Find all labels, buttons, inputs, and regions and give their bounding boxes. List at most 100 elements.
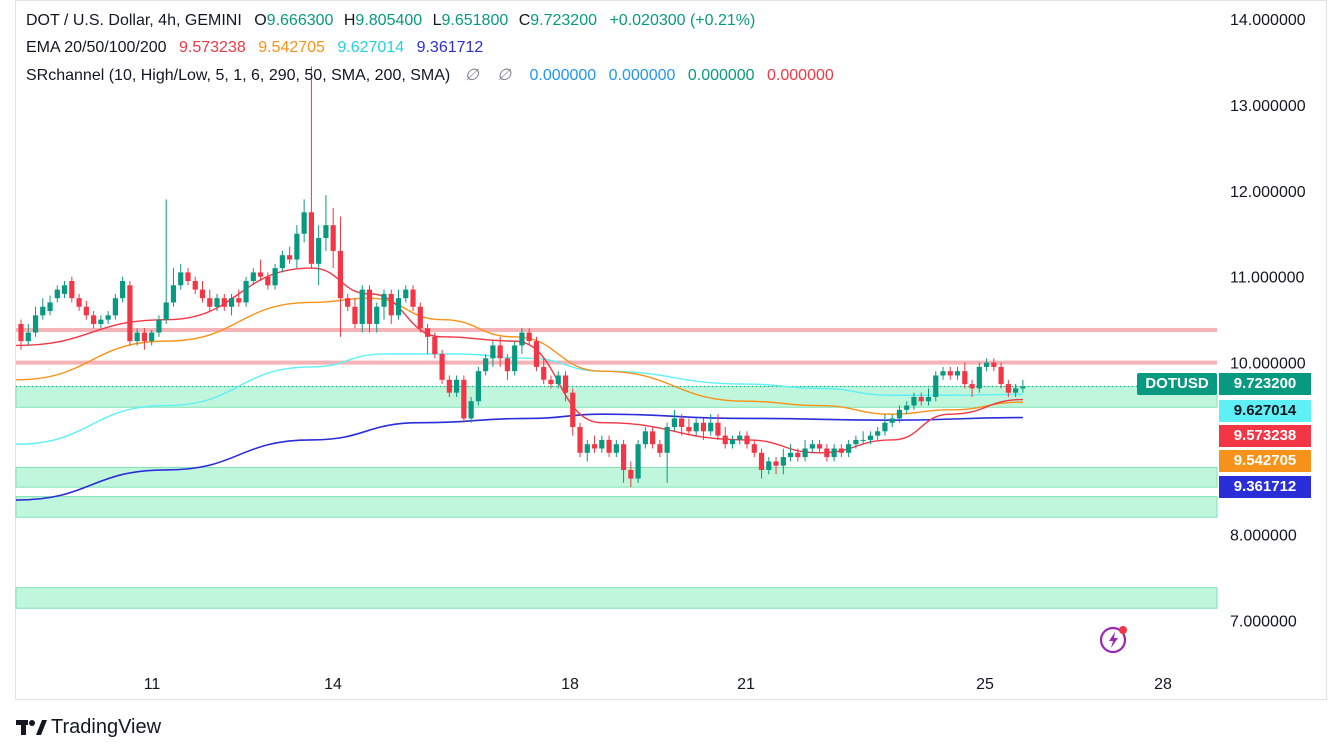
candle-body [904, 405, 910, 410]
candle [599, 435, 605, 453]
candle [737, 431, 743, 445]
candle-body [896, 409, 903, 419]
candle-body [751, 444, 757, 453]
candle [875, 427, 881, 440]
candle-body [497, 345, 503, 359]
candle [1013, 384, 1019, 397]
candle [969, 379, 975, 397]
candle-body [475, 371, 481, 402]
candle-body [831, 448, 837, 458]
lightning-button[interactable] [1099, 625, 1127, 654]
candle [570, 388, 576, 436]
candle-body [512, 345, 518, 372]
candle-body [613, 444, 619, 453]
candle-body [562, 375, 569, 393]
sr-legend-name[interactable]: SRchannel (10, High/Low, 5, 1, 6, 290, 5… [26, 67, 451, 84]
candle-body [25, 332, 31, 342]
candle-body [693, 422, 699, 432]
sr-zones-layer [15, 386, 1218, 609]
candle [548, 375, 554, 389]
candle [787, 444, 794, 462]
candle [911, 392, 917, 410]
candle [185, 268, 191, 286]
candle [976, 362, 982, 393]
candle-body [127, 285, 133, 342]
candle [18, 319, 24, 350]
ema20-line [15, 267, 1023, 454]
candle [61, 280, 68, 299]
candle [25, 323, 31, 346]
candle-body [722, 435, 728, 445]
candle-body [533, 341, 540, 367]
x-tick-label: 25 [976, 676, 994, 693]
chart-frame [15, 0, 1327, 700]
candle-body [686, 427, 692, 432]
candle [149, 329, 155, 346]
sr-legend: SRchannel (10, High/Low, 5, 1, 6, 290, 5… [26, 65, 834, 85]
candle [708, 414, 714, 436]
candle-body [787, 452, 794, 458]
candle-body [98, 319, 104, 324]
tradingview-brand[interactable]: TradingView [16, 716, 161, 739]
candle-body [962, 371, 968, 385]
candle-body [192, 280, 198, 290]
candle-body [417, 306, 423, 329]
candle [490, 341, 496, 367]
candle [947, 366, 953, 380]
sr-zone-2 [15, 496, 1218, 518]
sr-line-1 [16, 360, 1217, 365]
candle-body [439, 354, 445, 380]
candle [512, 341, 518, 376]
candle [795, 448, 801, 462]
candle-body [570, 392, 576, 428]
candle [250, 268, 256, 286]
candle-body [795, 452, 801, 458]
candle-body [911, 396, 917, 406]
candle-body [105, 315, 111, 320]
candle [395, 289, 402, 320]
candle-body [1005, 384, 1011, 393]
symbol-title[interactable]: DOT / U.S. Dollar, 4h, GEMINI [26, 12, 242, 29]
candle-body [432, 336, 438, 355]
candle-body [555, 375, 561, 385]
candle [40, 298, 46, 320]
candle-body [395, 298, 402, 316]
candle [257, 259, 264, 281]
candle-body [628, 469, 634, 479]
candle [606, 435, 612, 458]
candle-body [424, 328, 431, 337]
candle-body [61, 285, 68, 294]
candle [802, 439, 808, 462]
candle-body [577, 427, 583, 453]
candle [722, 427, 728, 449]
candle-body [642, 431, 648, 445]
candle-body [867, 435, 874, 440]
brand-name: TradingView [51, 716, 162, 738]
ema200-line [15, 413, 1023, 501]
ema-legend-name[interactable]: EMA 20/50/100/200 [26, 39, 167, 56]
candle [178, 263, 184, 290]
candle-body [773, 461, 779, 466]
candle [729, 435, 736, 449]
candle-body [134, 332, 140, 342]
candle [896, 405, 903, 423]
sr-value-1: 0.000000 [529, 67, 597, 84]
candle [417, 302, 423, 333]
y-tick-label: 8.000000 [1230, 527, 1297, 544]
candle [504, 354, 511, 380]
candle [170, 268, 177, 307]
candle [345, 293, 351, 312]
candle [381, 289, 387, 320]
candle-body [352, 306, 358, 324]
candle-body [925, 396, 932, 402]
candle [127, 280, 133, 346]
candle-body [679, 418, 685, 428]
candle-body [163, 302, 169, 320]
candle [316, 225, 322, 286]
candles-layer [18, 66, 1026, 488]
candle-body [715, 422, 721, 436]
candle [192, 276, 198, 294]
candle-body [243, 280, 249, 303]
x-tick-label: 14 [324, 676, 342, 693]
